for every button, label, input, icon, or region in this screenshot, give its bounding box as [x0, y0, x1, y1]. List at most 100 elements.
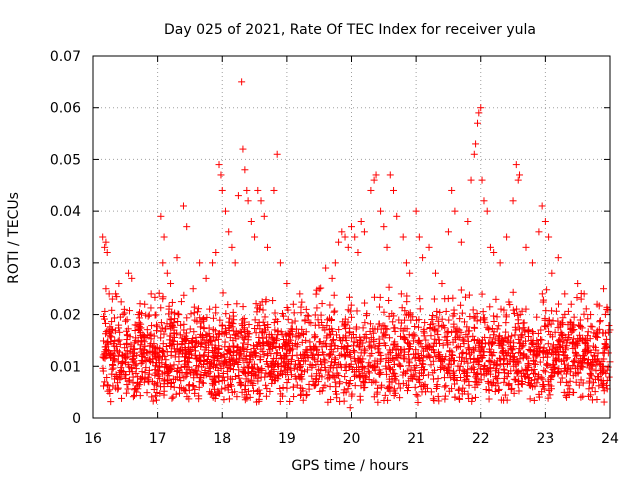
data-point: [458, 286, 465, 293]
data-point: [335, 239, 342, 246]
data-point: [313, 304, 320, 311]
data-point: [125, 385, 132, 392]
data-point: [474, 120, 481, 127]
data-point: [240, 340, 247, 347]
data-point: [217, 171, 224, 178]
data-point: [513, 161, 520, 168]
data-point: [240, 303, 247, 310]
data-point: [545, 234, 552, 241]
data-point: [209, 259, 216, 266]
data-point: [385, 297, 392, 304]
data-point: [296, 290, 303, 297]
data-point: [332, 259, 339, 266]
data-point: [248, 218, 255, 225]
data-point: [115, 280, 122, 287]
data-point: [147, 304, 154, 311]
data-point: [331, 292, 338, 299]
data-point: [319, 300, 326, 307]
data-point: [456, 395, 463, 402]
data-point: [148, 290, 155, 297]
data-point: [107, 398, 114, 405]
data-point: [373, 171, 380, 178]
data-point: [357, 393, 364, 400]
x-tick-label: 17: [149, 431, 167, 447]
data-point: [341, 373, 348, 380]
data-point: [306, 338, 313, 345]
data-point: [102, 285, 109, 292]
data-point: [351, 234, 358, 241]
data-point: [441, 374, 448, 381]
data-point: [502, 392, 509, 399]
data-point: [292, 318, 299, 325]
data-point: [162, 356, 169, 363]
data-point: [331, 308, 338, 315]
x-tick-label: 24: [601, 431, 619, 447]
data-point: [222, 208, 229, 215]
data-point: [190, 383, 197, 390]
data-point: [313, 291, 320, 298]
data-point: [170, 361, 177, 368]
data-point: [285, 316, 292, 323]
data-point: [533, 314, 540, 321]
data-point: [157, 304, 164, 311]
data-point: [606, 374, 613, 381]
data-point: [154, 323, 161, 330]
data-point: [264, 244, 271, 251]
data-point: [539, 290, 546, 297]
data-point: [274, 151, 281, 158]
data-point: [464, 218, 471, 225]
data-point: [376, 370, 383, 377]
data-point: [470, 306, 477, 313]
data-point: [345, 244, 352, 251]
data-point: [331, 309, 338, 316]
data-point: [290, 383, 297, 390]
x-tick-label: 19: [278, 431, 296, 447]
data-point: [390, 325, 397, 332]
data-point: [429, 312, 436, 319]
data-point: [510, 307, 517, 314]
data-point: [377, 294, 384, 301]
data-point: [228, 244, 235, 251]
data-point: [148, 322, 155, 329]
data-point: [387, 171, 394, 178]
data-point: [212, 249, 219, 256]
data-point: [384, 244, 391, 251]
data-point: [503, 234, 510, 241]
data-point: [577, 394, 584, 401]
data-point: [272, 309, 279, 316]
data-point: [172, 353, 179, 360]
data-point: [118, 395, 125, 402]
data-point: [239, 146, 246, 153]
data-point: [458, 239, 465, 246]
data-point: [412, 384, 419, 391]
y-tick-label: 0.01: [50, 359, 81, 375]
data-point: [326, 301, 333, 308]
data-point: [171, 310, 178, 317]
data-point: [137, 300, 144, 307]
data-point: [361, 228, 368, 235]
data-point: [347, 404, 354, 411]
data-point: [251, 234, 258, 241]
data-point: [206, 325, 213, 332]
data-point: [469, 333, 476, 340]
y-axis-label: ROTI / TECUs: [6, 192, 22, 284]
data-point: [561, 290, 568, 297]
data-point: [414, 392, 421, 399]
data-point: [416, 234, 423, 241]
data-point: [305, 313, 312, 320]
data-point: [345, 385, 352, 392]
data-point: [367, 187, 374, 194]
data-point: [106, 290, 113, 297]
data-point: [254, 187, 261, 194]
data-point: [232, 259, 239, 266]
data-point: [238, 78, 245, 85]
data-point: [289, 319, 296, 326]
data-point: [545, 340, 552, 347]
data-point: [174, 254, 181, 261]
data-point: [228, 383, 235, 390]
data-point: [377, 208, 384, 215]
data-point: [157, 213, 164, 220]
data-point: [196, 378, 203, 385]
data-point: [445, 295, 452, 302]
data-point: [431, 336, 438, 343]
